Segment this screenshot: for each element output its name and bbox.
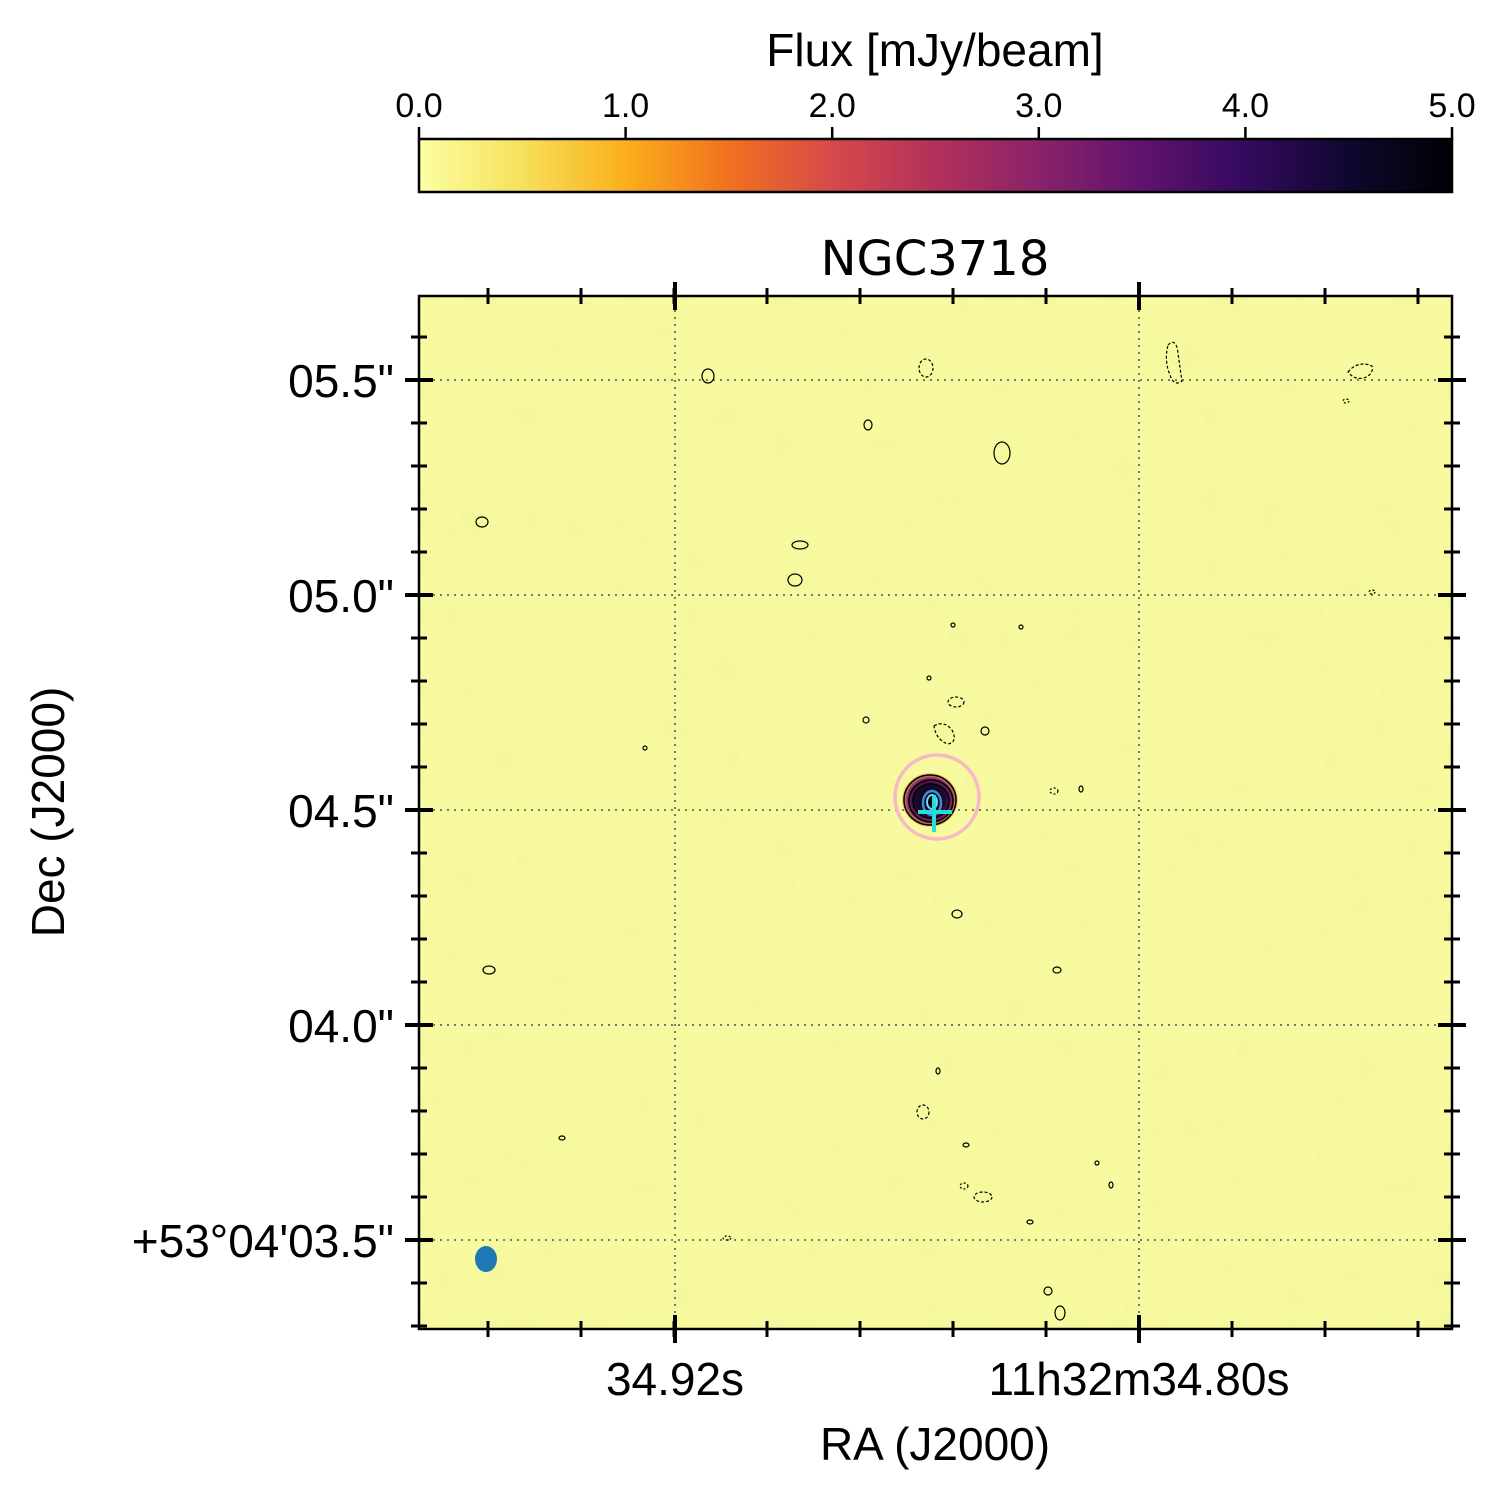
contour [947, 696, 965, 708]
contour [1165, 341, 1183, 384]
contour [916, 1104, 930, 1120]
contour [642, 745, 648, 751]
contour [1018, 624, 1024, 630]
colorbar-tick-label: 1.0 [602, 87, 649, 125]
colorbar: Flux [mJy/beam] 0.0 1.0 2.0 3.0 4.0 5.0 [395, 24, 1476, 194]
y-axis-label: Dec (J2000) [22, 687, 74, 938]
contour [918, 358, 934, 378]
contour [1043, 1286, 1053, 1296]
y-tick-label-2: 04.0" [288, 1000, 394, 1052]
colorbar-tick-label: 5.0 [1428, 87, 1475, 125]
x-tick-label-2: 11h32m34.80s [989, 1353, 1290, 1405]
x-axis-label: RA (J2000) [820, 1418, 1050, 1470]
contour [951, 909, 963, 919]
plot-frame [417, 294, 1454, 1331]
contour [482, 965, 496, 975]
contour [959, 1182, 969, 1190]
contour [962, 1142, 970, 1148]
contour [933, 723, 955, 745]
y-tick-label-4: 05.0" [288, 570, 394, 622]
colorbar-tick-label: 4.0 [1222, 87, 1269, 125]
contour [1078, 785, 1084, 793]
contour [1094, 1160, 1100, 1166]
contour [558, 1135, 566, 1141]
contour [1108, 1181, 1114, 1189]
y-tick-label-1: +53°04'03.5" [132, 1215, 394, 1267]
y-tick-label-5: 05.5" [288, 355, 394, 407]
axis-ticks [405, 282, 1466, 1343]
colorbar-gradient [417, 137, 1454, 194]
contour [701, 368, 715, 384]
colorbar-tick-label: 0.0 [395, 87, 442, 125]
contour [475, 516, 489, 528]
source-contour [903, 774, 957, 826]
contour [1026, 1219, 1034, 1225]
contour [1054, 1305, 1066, 1321]
contour [973, 1191, 993, 1203]
contour [993, 441, 1011, 465]
plot-title: NGC3718 [821, 231, 1050, 287]
contour [722, 1235, 732, 1241]
contour [787, 573, 803, 587]
contour [791, 540, 809, 550]
contour [926, 675, 932, 681]
x-tick-label-1: 34.92s [606, 1353, 744, 1405]
contour [935, 1067, 941, 1075]
colorbar-tick-label: 2.0 [809, 87, 856, 125]
y-tick-label-3: 04.5" [288, 785, 394, 837]
source-contour [912, 783, 950, 819]
contour [863, 419, 873, 431]
noise-contours [475, 341, 1376, 1321]
colorbar-tick-label: 3.0 [1015, 87, 1062, 125]
flux-map [419, 296, 1452, 1329]
colorbar-label: Flux [mJy/beam] [766, 24, 1103, 76]
contour [1347, 363, 1373, 379]
contour [862, 716, 870, 724]
source-circle [893, 753, 981, 841]
beam-ellipse [475, 1246, 497, 1272]
contour [1342, 398, 1350, 404]
source-contour [908, 779, 954, 823]
core-source [893, 753, 981, 841]
contour [950, 622, 956, 628]
contour [1368, 589, 1376, 595]
contour [1049, 787, 1059, 795]
colorbar-ticks: 0.0 1.0 2.0 3.0 4.0 5.0 [395, 87, 1476, 139]
contour [1052, 966, 1062, 974]
contour [980, 726, 990, 736]
